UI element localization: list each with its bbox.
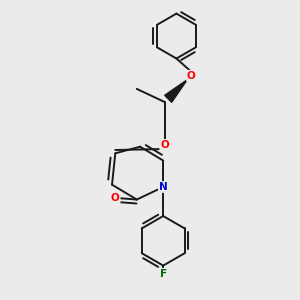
Polygon shape (165, 80, 187, 102)
Text: O: O (111, 193, 120, 203)
Text: O: O (187, 71, 196, 81)
Text: F: F (160, 269, 167, 279)
Text: N: N (159, 182, 168, 192)
Text: O: O (160, 140, 169, 150)
Text: O: O (160, 140, 169, 150)
